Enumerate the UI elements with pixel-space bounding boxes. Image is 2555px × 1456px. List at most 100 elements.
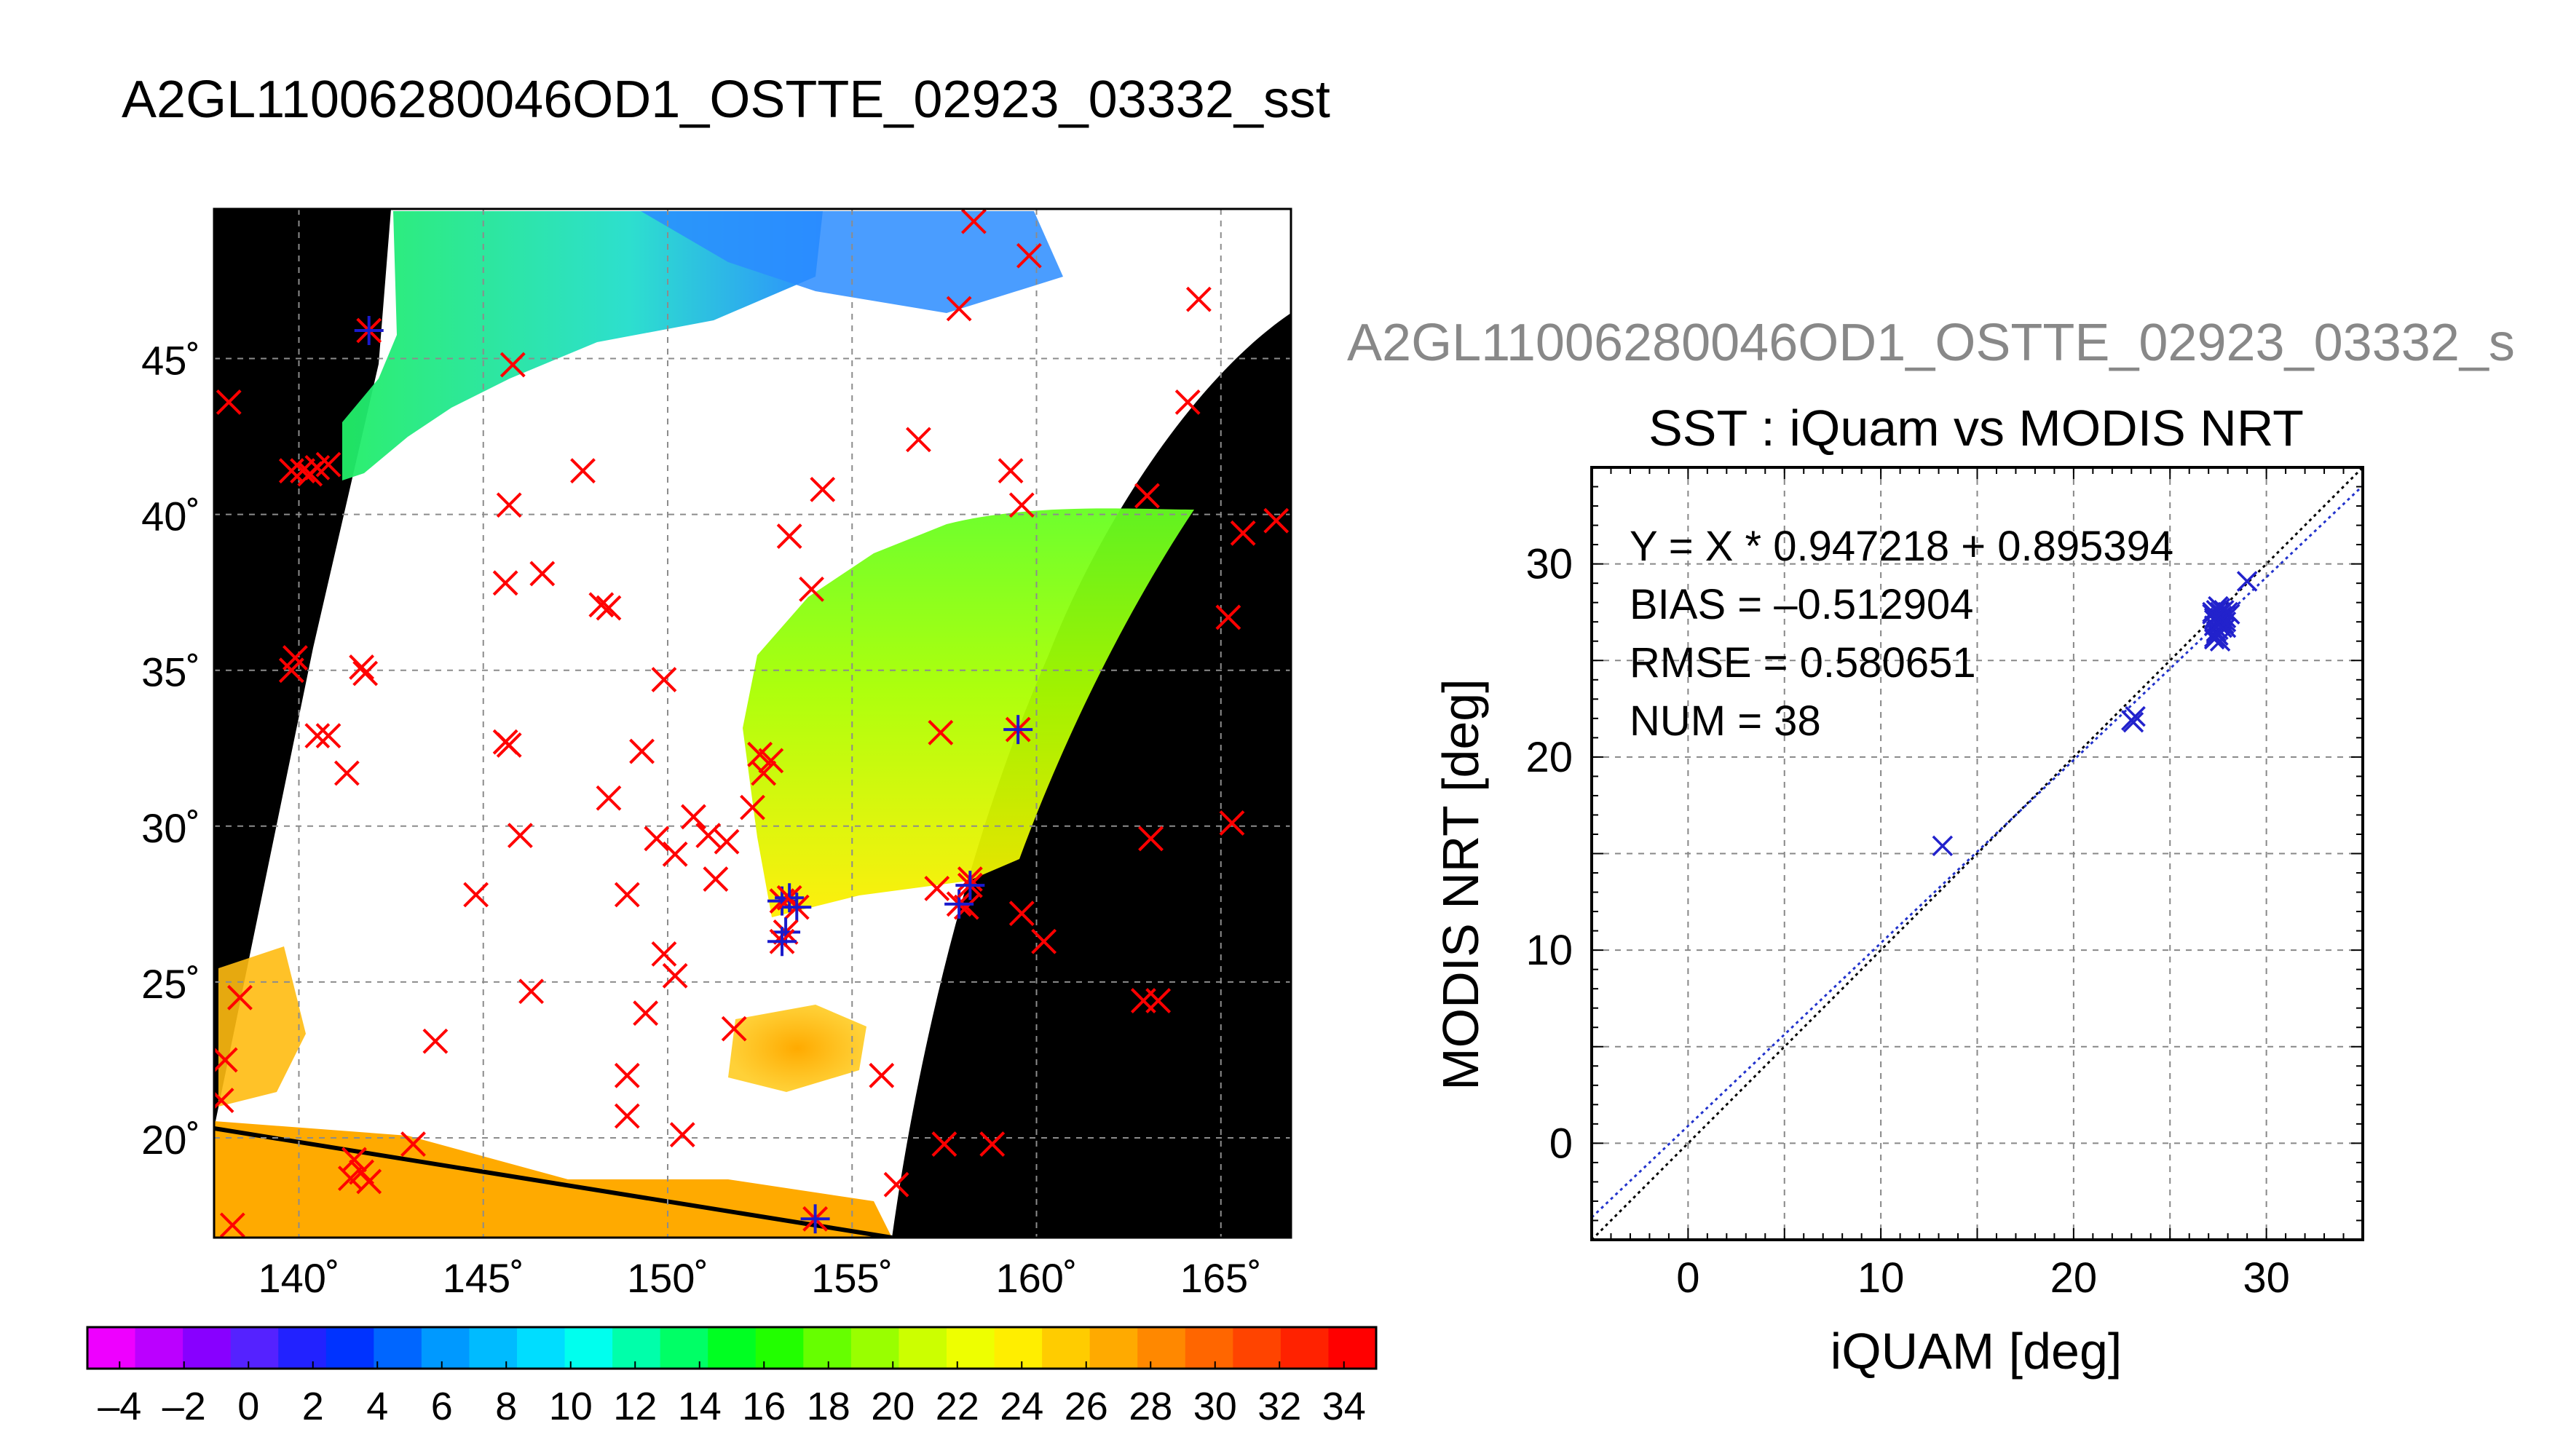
colorbar-tick-label: 26 [1065, 1385, 1108, 1428]
colorbar-tick-label: 14 [678, 1385, 722, 1428]
iquam-marker [1215, 604, 1241, 630]
iquam-marker [290, 458, 315, 484]
iquam-marker [1145, 988, 1172, 1013]
colorbar-segment [374, 1327, 422, 1369]
iquam-marker [758, 748, 784, 774]
iquam-marker [931, 1131, 957, 1157]
colorbar-segment [517, 1327, 566, 1369]
iquam-marker [315, 451, 341, 478]
north-cold-water [342, 211, 823, 480]
iquam-marker [714, 828, 740, 855]
matchup-marker-plus [944, 889, 974, 919]
colorbar-segment [947, 1327, 995, 1369]
iquam-marker [614, 882, 640, 908]
chart-title: SST : iQuam vs MODIS NRT [1648, 400, 2304, 456]
scatter-y-tick-label: 10 [1525, 927, 1573, 974]
scatter-plot: 0 10 20 30 0 10 20 30 Y = X * 0.947218 + 0.89539… [1525, 466, 2364, 1302]
iquam-marker [529, 561, 556, 587]
iquam-marker [499, 352, 526, 378]
colorbar-tick-label: 2 [302, 1385, 324, 1428]
colorbar-tick-label: 10 [549, 1385, 593, 1428]
colorbar-segment [1089, 1327, 1138, 1369]
scatter-point [1932, 835, 1954, 857]
iquam-marker [463, 882, 489, 908]
scatter-point [2236, 571, 2258, 592]
map-lon-label: 155˚ [811, 1255, 893, 1301]
iquam-marker [333, 760, 360, 786]
colorbar-tick-label: 12 [613, 1385, 657, 1428]
iquam-marker [588, 592, 615, 618]
colorbar-tick-label: 30 [1193, 1385, 1237, 1428]
iquam-marker [496, 492, 522, 518]
iquam-marker [1230, 520, 1256, 546]
map-grid [214, 209, 1291, 1238]
map-lon-label: 145˚ [443, 1255, 524, 1301]
colorbar-segment [803, 1327, 852, 1369]
colorbar-segment [755, 1327, 804, 1369]
colorbar-segment [1233, 1327, 1282, 1369]
iquam-marker [906, 427, 931, 453]
scatter-x-tick-label: 10 [1857, 1254, 1905, 1302]
colorbar-tick-label: –2 [162, 1385, 206, 1428]
iquam-marker [1185, 286, 1212, 312]
iquam-marker [669, 1122, 695, 1148]
stats-annotation: Y = X * 0.947218 + 0.895394 [1630, 523, 2173, 570]
iquam-marker [883, 1171, 909, 1198]
iquam-marker [596, 595, 622, 621]
north-blue-water [641, 211, 1063, 313]
iquam-marker [1016, 242, 1042, 269]
scatter-file-title: A2GL11006280046OD1_OSTTE_02923_03332_s [1347, 314, 2515, 372]
map-lat-label: 45˚ [141, 338, 200, 384]
west-orange-patch [218, 946, 306, 1107]
colorbar-segment [1042, 1327, 1091, 1369]
colorbar-segment [564, 1327, 613, 1369]
iquam-marker [651, 941, 677, 967]
colorbar-segment [135, 1327, 183, 1369]
iquam-marker [297, 461, 323, 487]
colorbar-tick-label: 34 [1322, 1385, 1366, 1428]
colorbar-tick-label: 16 [742, 1385, 786, 1428]
iquam-marker [928, 719, 954, 745]
map-lon-label: 165˚ [1180, 1255, 1262, 1301]
iquam-marker [352, 660, 379, 687]
iquam-marker [570, 458, 596, 484]
colorbar-tick-label: 32 [1257, 1385, 1301, 1428]
map-lon-label: 150˚ [627, 1255, 708, 1301]
sst-map [214, 209, 1291, 1238]
iquam-marker [633, 1000, 659, 1026]
colorbar-tick-label: –4 [98, 1385, 141, 1428]
iquam-marker [1134, 483, 1160, 509]
colorbar-segment [850, 1327, 899, 1369]
iquam-marker [924, 876, 950, 901]
iquam-marker [1174, 389, 1201, 415]
scatter-point [2209, 607, 2231, 629]
iquam-marker [216, 389, 242, 415]
iquam-marker [356, 1168, 382, 1195]
colorbar-segment [1280, 1327, 1329, 1369]
colorbar-tick-label: 0 [237, 1385, 259, 1428]
iquam-marker [400, 1131, 426, 1157]
iquam-marker [662, 962, 688, 989]
iquam-marker [703, 866, 729, 893]
iquam-marker [629, 738, 655, 764]
scatter-y-tick-label: 30 [1525, 541, 1573, 588]
colorbar-segment [1137, 1327, 1186, 1369]
colorbar-segment [421, 1327, 470, 1369]
colorbar-tick-label: 22 [936, 1385, 979, 1428]
iquam-marker [810, 476, 836, 502]
identity-line [1590, 466, 2364, 1241]
south-orange-patch [728, 1005, 866, 1092]
iquam-marker [1008, 901, 1035, 927]
colorbar-tick-label: 28 [1129, 1385, 1172, 1428]
matchup-marker-plus [767, 927, 797, 957]
main-title: A2GL11006280046OD1_OSTTE_02923_03332_sst [122, 71, 1330, 129]
scatter-x-tick-label: 0 [1676, 1254, 1699, 1302]
map-lat-label: 30˚ [141, 805, 200, 851]
matchup-marker-plus [1003, 715, 1033, 745]
iquam-marker [1031, 928, 1057, 954]
scatter-point [2122, 711, 2144, 733]
iquam-marker [1219, 810, 1245, 836]
colorbar-segment [230, 1327, 279, 1369]
iquam-marker [214, 1047, 238, 1073]
